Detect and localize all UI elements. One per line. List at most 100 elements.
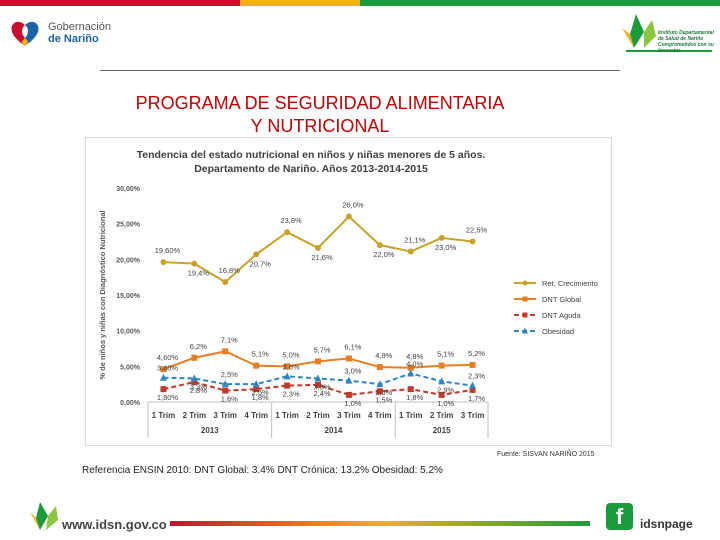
data-label: 4,0% <box>406 359 423 368</box>
data-point <box>160 386 167 393</box>
year-label: 2014 <box>325 426 343 435</box>
data-label: 5,7% <box>313 345 330 354</box>
data-label: 1,0% <box>437 399 454 408</box>
data-point <box>345 213 352 220</box>
data-label: 1,8% <box>406 393 423 402</box>
data-point <box>252 380 260 388</box>
x-tick-label: 3 Trim <box>337 411 361 420</box>
data-point <box>376 380 384 388</box>
data-label: 16,8% <box>219 266 241 275</box>
data-point <box>222 387 229 394</box>
data-label: 26,0% <box>342 201 364 210</box>
data-point <box>284 363 291 370</box>
chart-container: Tendencia del estado nutricional en niño… <box>85 137 612 446</box>
legend-marker <box>522 327 528 334</box>
x-tick-label: 2 Trim <box>183 411 207 420</box>
data-label: 3,40% <box>157 364 179 373</box>
x-tick-label: 2 Trim <box>430 411 454 420</box>
data-label: 4,8% <box>406 352 423 361</box>
data-label: 3,0% <box>344 367 361 376</box>
data-point <box>345 391 352 398</box>
data-point <box>221 380 229 388</box>
data-point <box>469 238 476 245</box>
line-chart: Tendencia del estado nutricional en niño… <box>98 149 598 438</box>
facebook-page-label[interactable]: idsnpage <box>640 517 693 531</box>
data-point <box>222 279 229 286</box>
chart-title-line1: Tendencia del estado nutricional en niño… <box>137 149 486 161</box>
x-tick-label: 4 Trim <box>244 411 268 420</box>
data-label: 5,0% <box>283 350 300 359</box>
chart-title-line2: Departamento de Nariño. Años 2013-2014-2… <box>194 163 428 175</box>
leaf-logo-icon <box>30 502 58 530</box>
data-label: 2,3% <box>283 390 300 399</box>
data-point <box>469 381 477 389</box>
data-label: 6,2% <box>190 342 207 351</box>
data-point <box>191 260 198 267</box>
data-label: 1,80% <box>157 393 179 402</box>
data-point <box>345 376 353 384</box>
x-tick-label: 2 Trim <box>306 411 330 420</box>
data-label: 22,0% <box>373 250 395 259</box>
data-label: 3,6% <box>283 362 300 371</box>
data-label: 1,7% <box>468 394 485 403</box>
data-label: 4,9% <box>375 351 392 360</box>
data-label: 2,5% <box>221 370 238 379</box>
data-point <box>253 362 260 369</box>
x-tick-label: 4 Trim <box>368 411 392 420</box>
page-title: PROGRAMA DE SEGURIDAD ALIMENTARIA Y NUTR… <box>100 92 540 138</box>
y-tick-label: 10,00% <box>116 329 141 336</box>
institute-slogan: Comprometidos con su bienestar <box>658 42 714 54</box>
gobernacion-line1: Gobernación <box>48 21 111 33</box>
source-note: Fuente: SISVAN NARIÑO 2015 <box>497 451 595 458</box>
legend-label: Ret. Crecimiento <box>542 279 598 288</box>
data-point <box>438 377 446 385</box>
data-label: 2,8% <box>190 386 207 395</box>
x-tick-label: 1 Trim <box>152 411 176 420</box>
y-tick-label: 30,00% <box>116 186 141 193</box>
institute-name: Instituto Departamental de Salud de Nari… <box>658 30 714 42</box>
facebook-icon[interactable]: f <box>606 503 633 530</box>
data-point <box>376 388 383 395</box>
data-point <box>376 364 383 371</box>
data-point <box>407 386 414 393</box>
data-label: 2,3% <box>468 372 485 381</box>
x-tick-label: 1 Trim <box>275 411 299 420</box>
year-label: 2013 <box>201 426 219 435</box>
data-point <box>284 229 291 236</box>
legend-marker <box>522 280 528 286</box>
data-label: 1,6% <box>221 395 238 404</box>
data-label: 4,60% <box>157 353 179 362</box>
data-point <box>253 251 260 258</box>
data-label: 2,5% <box>375 388 392 397</box>
data-label: 7,1% <box>221 335 238 344</box>
data-point <box>469 361 476 368</box>
data-label: 19,60% <box>155 246 181 255</box>
data-label: 22,5% <box>466 226 488 235</box>
data-point <box>315 358 321 365</box>
top-color-bar <box>0 0 720 6</box>
x-tick-label: 3 Trim <box>461 411 485 420</box>
data-point <box>160 259 167 266</box>
page-title-line1: PROGRAMA DE SEGURIDAD ALIMENTARIA <box>135 93 505 113</box>
data-point <box>253 386 260 393</box>
data-point <box>284 382 291 389</box>
data-point <box>159 373 167 381</box>
data-point <box>407 364 414 371</box>
website-link[interactable]: www.idsn.gov.co <box>62 517 167 532</box>
footer-color-bar <box>170 521 590 526</box>
data-label: 21,1% <box>404 235 426 244</box>
data-point <box>315 381 321 388</box>
data-point <box>222 348 229 355</box>
data-label: 5,1% <box>437 350 454 359</box>
data-point <box>190 374 198 382</box>
data-point <box>160 366 167 373</box>
heart-icon <box>11 21 39 46</box>
y-tick-label: 15,00% <box>116 293 141 300</box>
data-label: 5,2% <box>468 349 485 358</box>
data-label: 1,5% <box>375 395 392 404</box>
data-point <box>283 372 291 380</box>
legend-label: Obesidad <box>542 327 574 336</box>
data-point <box>314 374 322 382</box>
institute-leaf-icon <box>622 14 712 52</box>
gobernacion-logo: Gobernación de Nariño <box>8 16 111 50</box>
